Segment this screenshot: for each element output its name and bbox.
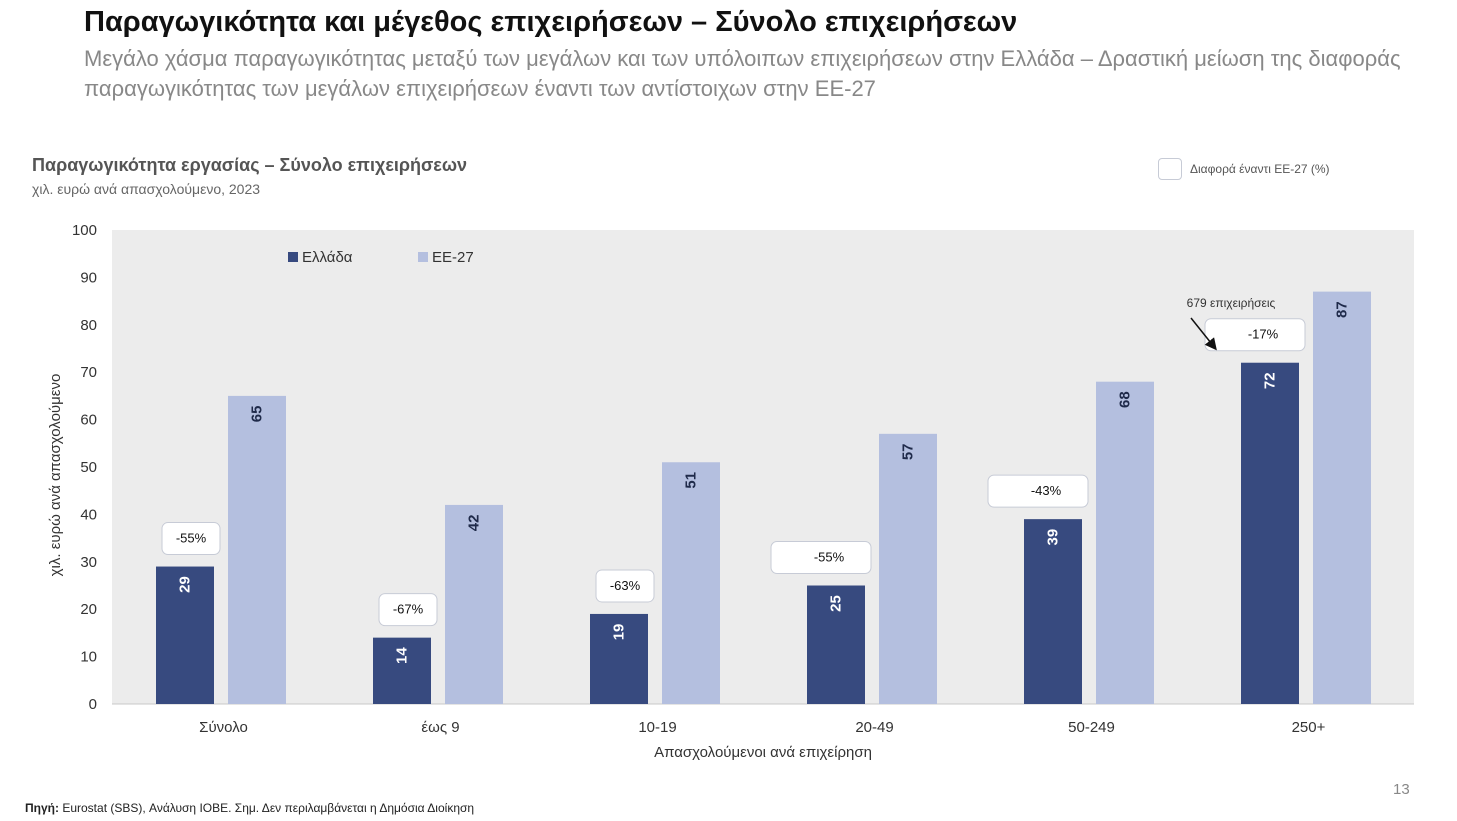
bar-eu27 [879, 433, 937, 704]
difference-callout-label: -43% [1031, 483, 1062, 498]
x-tick-label: έως 9 [421, 719, 459, 736]
bar-greece [1241, 362, 1299, 704]
x-tick-label: 20-49 [855, 719, 893, 736]
chart-title: Παραγωγικότητα εργασίας – Σύνολο επιχειρ… [32, 155, 468, 175]
productivity-bar-chart: 0 10 20 30 40 50 60 70 80 90 100 Σύνολο 29 65 έως 9 14 4… [47, 222, 1414, 761]
difference-legend: Διαφορά έναντι ΕΕ-27 (%) [1158, 158, 1330, 180]
y-tick-label: 0 [89, 696, 97, 713]
difference-callout [161, 522, 221, 556]
annotation-label: 679 επιχειρήσεις [1187, 296, 1276, 310]
difference-callout-label: -55% [176, 531, 207, 546]
difference-callout-label: -63% [610, 578, 641, 593]
data-label-greece: 72 [1262, 372, 1279, 389]
y-axis-title: χιλ. ευρώ ανά απασχολούμενο [47, 374, 64, 577]
legend-label-greece: Ελλάδα [302, 249, 353, 266]
data-label-greece: 19 [611, 624, 628, 641]
source-label: Πηγή: [25, 801, 59, 815]
difference-legend-label: Διαφορά έναντι ΕΕ-27 (%) [1190, 162, 1330, 176]
y-tick-label: 100 [72, 222, 97, 239]
legend-swatch-greece [288, 252, 298, 262]
difference-callout-label: -17% [1248, 327, 1279, 342]
difference-callout [987, 474, 1089, 508]
bar-greece [156, 566, 214, 704]
data-label-eu27: 65 [249, 406, 266, 423]
difference-callout [595, 569, 655, 603]
x-tick-label: Σύνολο [199, 719, 248, 736]
difference-callout [378, 593, 438, 627]
source-note: Πηγή: Eurostat (SBS), Ανάλυση ΙΟΒΕ. Σημ.… [25, 801, 474, 815]
page-number: 13 [1393, 781, 1410, 798]
y-tick-label: 90 [80, 269, 97, 286]
x-axis-title: Απασχολούμενοι ανά επιχείρηση [654, 744, 872, 761]
bar-eu27 [662, 462, 720, 704]
x-tick-label: 50-249 [1068, 719, 1115, 736]
bar-greece [590, 613, 648, 704]
bar-eu27 [1313, 291, 1371, 704]
difference-callout-label: -55% [814, 550, 845, 565]
page-subtitle: Μεγάλο χάσμα παραγωγικότητας μεταξύ των … [84, 46, 1401, 101]
data-label-eu27: 68 [1117, 391, 1134, 408]
source-text: Eurostat (SBS), Ανάλυση ΙΟΒΕ. Σημ. Δεν π… [59, 801, 475, 815]
legend-swatch-eu27 [418, 252, 428, 262]
data-label-greece: 14 [394, 647, 411, 664]
legend-label-eu27: ΕΕ-27 [432, 249, 474, 266]
difference-legend-swatch [1158, 158, 1182, 180]
difference-callout-label: -67% [393, 602, 424, 617]
x-tick-label: 250+ [1292, 719, 1326, 736]
data-label-greece: 25 [828, 595, 845, 612]
y-tick-label: 50 [80, 459, 97, 476]
y-tick-label: 30 [80, 554, 97, 571]
y-tick-label: 70 [80, 364, 97, 381]
y-tick-label: 80 [80, 317, 97, 334]
bar-eu27 [445, 504, 503, 704]
bar-greece [373, 637, 431, 704]
data-label-eu27: 87 [1334, 301, 1351, 318]
y-tick-label: 10 [80, 649, 97, 666]
y-tick-label: 60 [80, 412, 97, 429]
data-label-eu27: 42 [466, 515, 483, 532]
chart-subtitle: χιλ. ευρώ ανά απασχολούμενο, 2023 [32, 181, 261, 197]
bar-greece [1024, 519, 1082, 704]
data-label-greece: 29 [177, 576, 194, 593]
data-label-eu27: 51 [683, 472, 700, 489]
bar-eu27 [1096, 381, 1154, 704]
annotation-arrow [1190, 317, 1217, 351]
bar-greece [807, 585, 865, 704]
x-tick-label: 10-19 [638, 719, 676, 736]
difference-callout [770, 541, 872, 574]
bar-eu27 [228, 395, 286, 704]
plot-area [112, 230, 1414, 704]
y-tick-label: 40 [80, 506, 97, 523]
data-label-greece: 39 [1045, 529, 1062, 546]
page-title: Παραγωγικότητα και μέγεθος επιχειρήσεων … [84, 6, 1018, 38]
y-tick-label: 20 [80, 601, 97, 618]
data-label-eu27: 57 [900, 443, 917, 460]
